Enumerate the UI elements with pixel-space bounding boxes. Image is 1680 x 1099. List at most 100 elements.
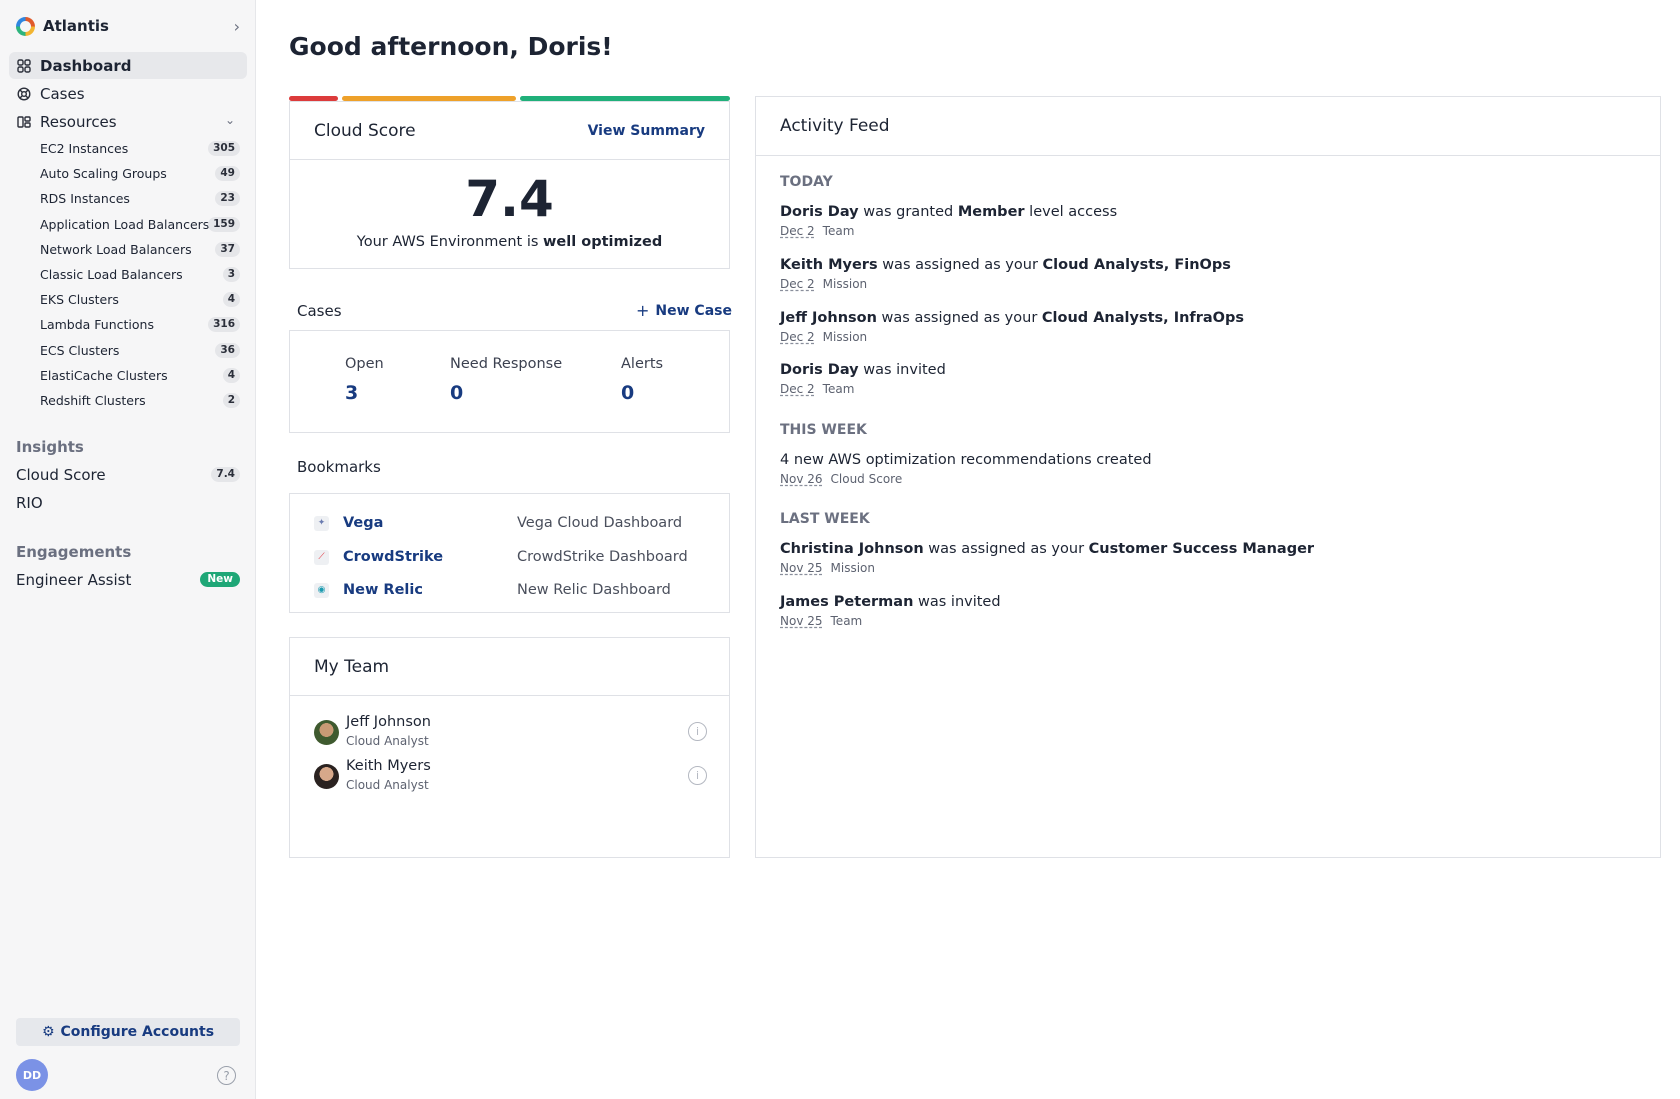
feed-date: Nov 25 (780, 614, 823, 628)
feed-date: Dec 2 (780, 382, 815, 396)
primary-nav: Dashboard Cases Resources ⌄ (9, 52, 247, 136)
bookmarks-card: ✦ Vega Vega Cloud Dashboard ⟋ CrowdStrik… (289, 493, 730, 613)
resource-item[interactable]: Application Load Balancers 159 (40, 212, 240, 237)
view-summary-link[interactable]: View Summary (587, 122, 705, 139)
cloud-score-text: Your AWS Environment is well optimized (290, 234, 729, 250)
feed-item: Christina Johnson was assigned as your C… (780, 541, 1640, 575)
engagements-heading: Engagements (16, 543, 132, 561)
nav-cloud-score[interactable]: Cloud Score 7.4 (16, 464, 240, 486)
cases-need-value: 0 (450, 382, 464, 404)
score-text-prefix: Your AWS Environment is (356, 234, 539, 250)
cases-open[interactable]: Open 3 (345, 356, 384, 404)
cloud-score-title: Cloud Score (314, 120, 416, 141)
crowdstrike-icon: ⟋ (314, 549, 329, 565)
bookmark-name: New Relic (343, 582, 423, 598)
resource-item[interactable]: Redshift Clusters 2 (40, 388, 240, 413)
feed-action: was invited (913, 594, 1001, 610)
nav-rio[interactable]: RIO (16, 492, 240, 514)
feed-date: Dec 2 (780, 330, 815, 344)
configure-accounts-button[interactable]: ⚙ Configure Accounts (16, 1018, 240, 1046)
feed-tag: Mission (822, 330, 868, 344)
feed-action: was assigned as your (877, 257, 1043, 273)
count-badge: 316 (208, 317, 240, 333)
lifebuoy-icon (17, 86, 31, 101)
count-badge: 49 (215, 166, 240, 182)
resource-item[interactable]: ElastiCache Clusters 4 (40, 363, 240, 388)
feed-item: Jeff Johnson was assigned as your Cloud … (780, 310, 1640, 344)
nav-dashboard[interactable]: Dashboard (9, 52, 247, 79)
score-bars (289, 96, 730, 101)
nav-cases[interactable]: Cases (9, 80, 247, 107)
resource-item[interactable]: RDS Instances 23 (40, 186, 240, 211)
bookmark-item[interactable]: ⟋ CrowdStrike CrowdStrike Dashboard (314, 545, 714, 569)
page-title: Good afternoon, Doris! (289, 32, 613, 61)
feed-tag: Team (822, 224, 855, 238)
resource-label: Auto Scaling Groups (40, 166, 167, 182)
feed-action: was invited (858, 362, 946, 378)
nav-engineer-assist[interactable]: Engineer Assist New (16, 569, 240, 591)
nav-resources[interactable]: Resources ⌄ (9, 108, 247, 135)
resource-item[interactable]: EC2 Instances 305 (40, 136, 240, 161)
score-bar-red (289, 96, 338, 101)
new-relic-icon: ◉ (314, 582, 329, 598)
bookmark-desc: CrowdStrike Dashboard (517, 549, 688, 565)
org-switcher[interactable]: Atlantis › (16, 15, 240, 37)
cloud-score-label: Cloud Score (16, 466, 106, 484)
feed-date: Nov 25 (780, 561, 823, 575)
score-text-rating: well optimized (543, 234, 663, 250)
resource-item[interactable]: Classic Load Balancers 3 (40, 262, 240, 287)
info-icon[interactable]: i (688, 722, 707, 741)
cases-need-label: Need Response (450, 356, 563, 372)
cases-need-response[interactable]: Need Response 0 (450, 356, 562, 404)
count-badge: 4 (222, 292, 240, 308)
resource-label: Classic Load Balancers (40, 267, 183, 283)
avatar (314, 720, 339, 745)
org-name: Atlantis (43, 17, 109, 35)
resources-icon (17, 115, 31, 128)
feed-object: Customer Success Manager (1088, 541, 1315, 557)
count-badge: 37 (215, 241, 240, 257)
feed-date: Dec 2 (780, 224, 815, 238)
gear-icon: ⚙ (41, 1024, 55, 1040)
chevron-down-icon[interactable]: ⌄ (224, 113, 235, 127)
resource-item[interactable]: ECS Clusters 36 (40, 338, 240, 363)
resource-item[interactable]: Lambda Functions 316 (40, 312, 240, 337)
feed-object: Cloud Analysts, InfraOps (1041, 310, 1245, 326)
feed-action: 4 new AWS optimization recommendations c… (780, 452, 1152, 468)
count-badge: 305 (208, 141, 240, 156)
feed-action: was assigned as your (876, 310, 1042, 326)
score-bar-green (520, 96, 730, 101)
cases-alerts-value: 0 (621, 382, 635, 404)
user-avatar[interactable]: DD (16, 1059, 48, 1091)
info-icon[interactable]: i (688, 766, 707, 785)
bookmark-item[interactable]: ◉ New Relic New Relic Dashboard (314, 578, 714, 602)
help-icon[interactable]: ? (217, 1066, 236, 1085)
new-case-label: New Case (655, 302, 732, 319)
feed-tag: Cloud Score (830, 472, 903, 486)
resource-item[interactable]: Auto Scaling Groups 49 (40, 161, 240, 186)
bookmark-item[interactable]: ✦ Vega Vega Cloud Dashboard (314, 511, 714, 535)
new-case-button[interactable]: + New Case (636, 301, 732, 320)
member-name: Keith Myers (346, 758, 431, 774)
feed-tail: level access (1024, 204, 1118, 220)
team-member: Jeff Johnson Cloud Analyst i (314, 714, 707, 754)
feed-tag: Mission (830, 561, 875, 575)
count-badge: 23 (215, 191, 240, 207)
resource-item[interactable]: Network Load Balancers 37 (40, 237, 240, 262)
cases-alerts[interactable]: Alerts 0 (621, 356, 663, 404)
activity-feed-card: Activity Feed TODAY Doris Day was grante… (755, 96, 1661, 858)
bookmark-desc: Vega Cloud Dashboard (517, 515, 683, 531)
feed-actor: Jeff Johnson (780, 310, 877, 326)
count-badge: 4 (222, 367, 240, 383)
cloud-score-badge: 7.4 (211, 467, 240, 482)
resource-label: ElastiCache Clusters (40, 367, 168, 383)
resource-label: RDS Instances (40, 191, 130, 207)
feed-action: was granted (858, 204, 958, 220)
count-badge: 36 (215, 342, 240, 358)
cases-open-value: 3 (345, 382, 359, 404)
resource-item[interactable]: EKS Clusters 4 (40, 287, 240, 312)
rio-label: RIO (16, 494, 43, 512)
resource-label: Application Load Balancers (40, 216, 210, 232)
feed-date: Nov 26 (780, 472, 823, 486)
chevron-right-icon: › (233, 17, 240, 36)
